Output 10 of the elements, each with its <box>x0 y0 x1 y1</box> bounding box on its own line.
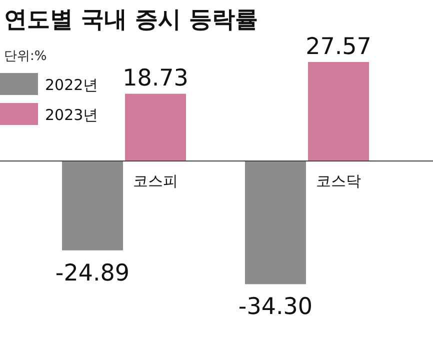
legend-label: 2022년 <box>45 76 98 94</box>
data-label: -24.89 <box>55 260 130 286</box>
data-label: -34.30 <box>238 294 313 320</box>
data-label: 18.73 <box>122 66 188 92</box>
x-tick-label: 코스닥 <box>316 172 361 190</box>
legend-label: 2023년 <box>45 106 98 124</box>
chart-title: 연도별 국내 증시 등락률 <box>4 7 258 33</box>
x-tick-label: 코스피 <box>133 172 178 190</box>
chart-subtitle: 단위:% <box>4 49 47 64</box>
data-label: 27.57 <box>306 34 372 60</box>
